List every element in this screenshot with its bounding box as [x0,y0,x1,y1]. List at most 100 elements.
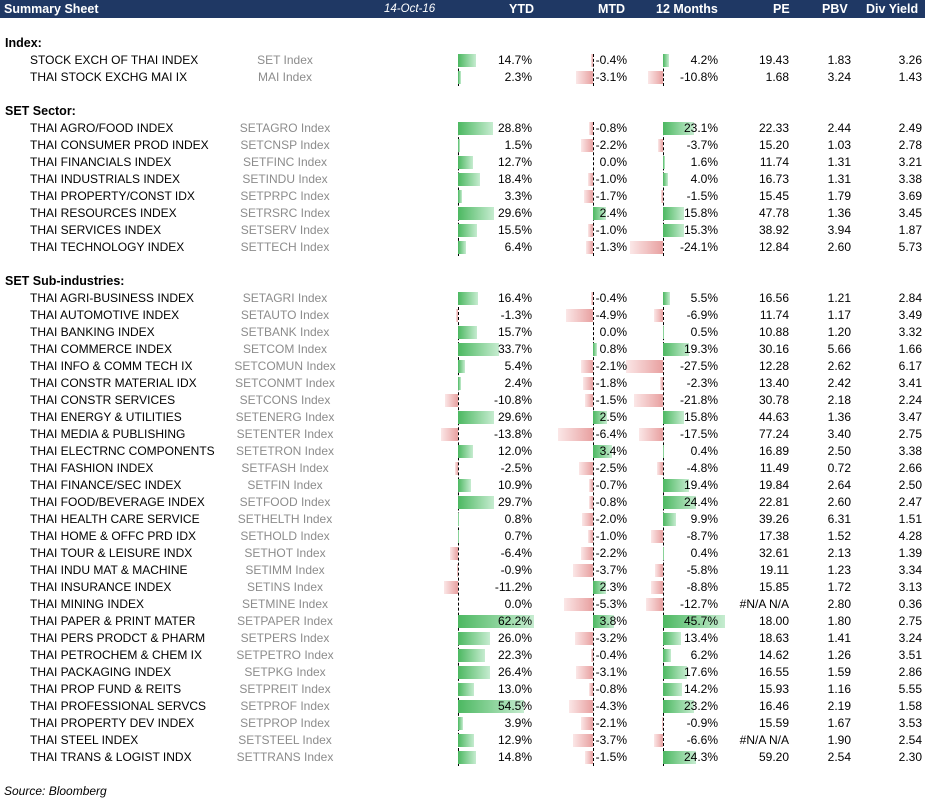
table-row: THAI ENERGY & UTILITIES SETENERG Index 29.… [0,409,925,426]
ytd-bar [458,445,473,458]
ytd-value: 16.4% [497,291,532,305]
div-yield-value: 3.38 [898,172,922,186]
mtd-bar [590,649,593,662]
div-yield-value: 1.87 [898,223,922,237]
mtd-bar [587,173,593,186]
div-yield-value: 3.24 [898,631,922,645]
index-name: THAI BANKING INDEX [30,325,155,339]
ticker-code: SETPROF Index [240,699,330,713]
mtd-value: -0.8% [595,495,627,509]
mtd-value: -3.2% [595,631,627,645]
table-row: THAI SERVICES INDEX SETSERV Index 15.5% -1.… [0,222,925,239]
ytd-bar [458,71,461,84]
section-title: Index: [5,36,42,50]
ytd-bar [458,343,500,356]
ytd-zero-axis [458,292,459,766]
div-yield-value: 1.66 [898,342,922,356]
12-month-value: -10.8% [679,70,718,84]
m12-bar [655,564,663,577]
div-yield-value: 3.32 [898,325,922,339]
ytd-bar [458,700,525,713]
12-month-value: -21.8% [679,393,718,407]
pbv-value: 3.40 [827,427,851,441]
ytd-bar [458,479,472,492]
pbv-value: 1.67 [827,716,851,730]
mtd-value: -3.1% [595,70,627,84]
12-month-value: 0.5% [690,325,718,339]
12-month-value: 24.3% [683,750,718,764]
index-name: THAI AGRO/FOOD INDEX [30,121,174,135]
pe-value: 19.11 [759,563,789,577]
ytd-value: 18.4% [497,172,532,186]
ticker-code: SETTRANS Index [236,750,334,764]
mtd-value: -6.4% [595,427,627,441]
ytd-bar [458,683,474,696]
div-yield-value: 5.55 [898,682,922,696]
m12-bar [648,71,663,84]
pbv-value: 1.31 [827,172,851,186]
pbv-value: 3.24 [827,70,851,84]
mtd-bar [588,683,593,696]
div-yield-value: 3.49 [898,308,922,322]
12-month-value: 23.2% [683,699,718,713]
12-month-value: -8.7% [686,529,718,543]
ytd-value: 33.7% [497,342,532,356]
12-month-value: 14.2% [683,682,718,696]
mtd-bar [575,632,593,645]
col-12months-header: 12 Months [656,2,718,16]
12-month-value: -0.9% [686,716,718,730]
pbv-value: 5.66 [827,342,851,356]
div-yield-value: 2.84 [898,291,922,305]
m12-bar [663,411,685,424]
12-month-value: 19.4% [683,478,718,492]
m12-zero-axis [663,122,664,256]
m12-bar [663,615,725,628]
ytd-bar [458,666,491,679]
pbv-value: 1.26 [827,648,851,662]
ytd-value: 0.0% [504,597,532,611]
pe-value: 77.24 [758,427,789,441]
mtd-bar [566,309,593,322]
index-name: THAI TOUR & LEISURE INDX [30,546,193,560]
ytd-bar [458,360,465,373]
table-row: THAI FOOD/BEVERAGE INDEX SETFOOD Index 29.… [0,494,925,511]
ticker-code: SETSERV Index [240,223,330,237]
pe-value: 18.00 [758,614,789,628]
mtd-bar [557,428,593,441]
pbv-value: 1.21 [827,291,851,305]
ytd-bar [454,462,458,475]
ticker-code: SETPERS Index [240,631,330,645]
m12-bar [633,394,663,407]
pe-value: 22.33 [758,121,789,135]
table-row: THAI PROP FUND & REITS SETPREIT Index 13.0… [0,681,925,698]
ytd-value: -10.8% [493,393,532,407]
pbv-value: 1.17 [827,308,851,322]
index-name: THAI HOME & OFFC PRD IDX [30,529,197,543]
m12-bar [663,207,685,220]
pe-value: 47.78 [758,206,789,220]
pe-value: 38.92 [758,223,789,237]
ytd-value: 14.7% [497,53,532,67]
index-name: THAI HEALTH CARE SERVICE [30,512,200,526]
table-row: THAI INFO & COMM TECH IX SETCOMUN Index 5.… [0,358,925,375]
m12-bar [663,513,677,526]
mtd-bar [585,241,593,254]
m12-bar [654,734,663,747]
mtd-value: -2.2% [595,138,627,152]
mtd-value: -1.3% [595,240,627,254]
ytd-bar [458,190,463,203]
ticker-code: SETAGRO Index [239,121,331,135]
m12-bar [651,581,663,594]
mtd-bar [580,139,593,152]
ytd-bar [458,496,495,509]
mtd-value: -2.2% [595,546,627,560]
index-name: THAI CONSTR MATERIAL IDX [30,376,197,390]
mtd-value: -3.1% [595,665,627,679]
pbv-value: 3.94 [827,223,851,237]
table-row: THAI HOME & OFFC PRD IDX SETHOLD Index 0.7… [0,528,925,545]
pe-value: 30.16 [758,342,789,356]
ytd-value: -13.8% [493,427,532,441]
pe-value: 16.55 [758,665,789,679]
index-name: THAI FINANCIALS INDEX [30,155,172,169]
ytd-value: 15.5% [497,223,532,237]
